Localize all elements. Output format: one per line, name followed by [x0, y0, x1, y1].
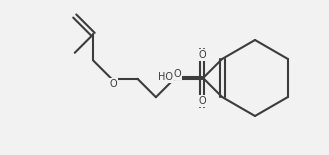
- Text: HO: HO: [158, 72, 173, 82]
- Text: O: O: [198, 96, 206, 106]
- Text: O: O: [110, 79, 117, 89]
- Text: O: O: [198, 50, 206, 60]
- Text: O: O: [173, 69, 181, 79]
